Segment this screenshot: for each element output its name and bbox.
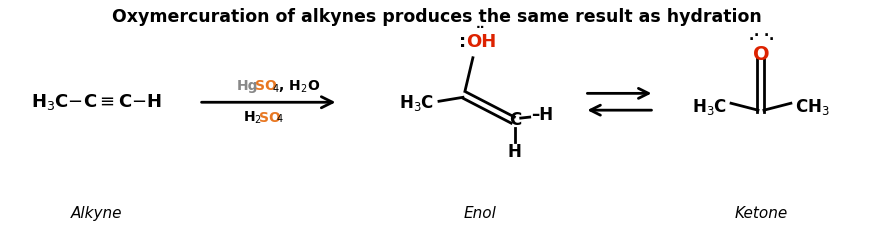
Text: Oxymercuration of alkynes produces the same result as hydration: Oxymercuration of alkynes produces the s… (112, 8, 762, 26)
Text: H$_3$C: H$_3$C (399, 93, 434, 113)
Text: CH$_3$: CH$_3$ (795, 97, 830, 117)
Text: C: C (509, 111, 521, 129)
Text: SO: SO (259, 111, 281, 125)
Text: $_4$, H$_2$O: $_4$, H$_2$O (272, 78, 320, 95)
Text: ·: · (748, 33, 753, 47)
Text: SO: SO (254, 80, 276, 94)
Text: O: O (753, 45, 769, 64)
Text: Enol: Enol (463, 206, 496, 221)
Text: $_4$: $_4$ (275, 111, 283, 125)
Text: :: : (460, 33, 467, 51)
Text: ··: ·· (476, 20, 486, 34)
Text: ·: · (763, 29, 768, 43)
Text: Hg: Hg (237, 80, 258, 94)
Text: H: H (508, 143, 522, 161)
Text: H$_3$C$-$C$\equiv$C$-$H: H$_3$C$-$C$\equiv$C$-$H (31, 92, 162, 112)
Text: ·: · (753, 29, 759, 43)
Text: H$_3$C: H$_3$C (691, 97, 726, 117)
Text: Alkyne: Alkyne (70, 206, 121, 221)
Text: Ketone: Ketone (734, 206, 787, 221)
Text: –H: –H (531, 106, 554, 124)
Text: ·: · (768, 33, 773, 47)
Text: OH: OH (466, 33, 496, 51)
Text: H$_2$: H$_2$ (243, 110, 261, 126)
